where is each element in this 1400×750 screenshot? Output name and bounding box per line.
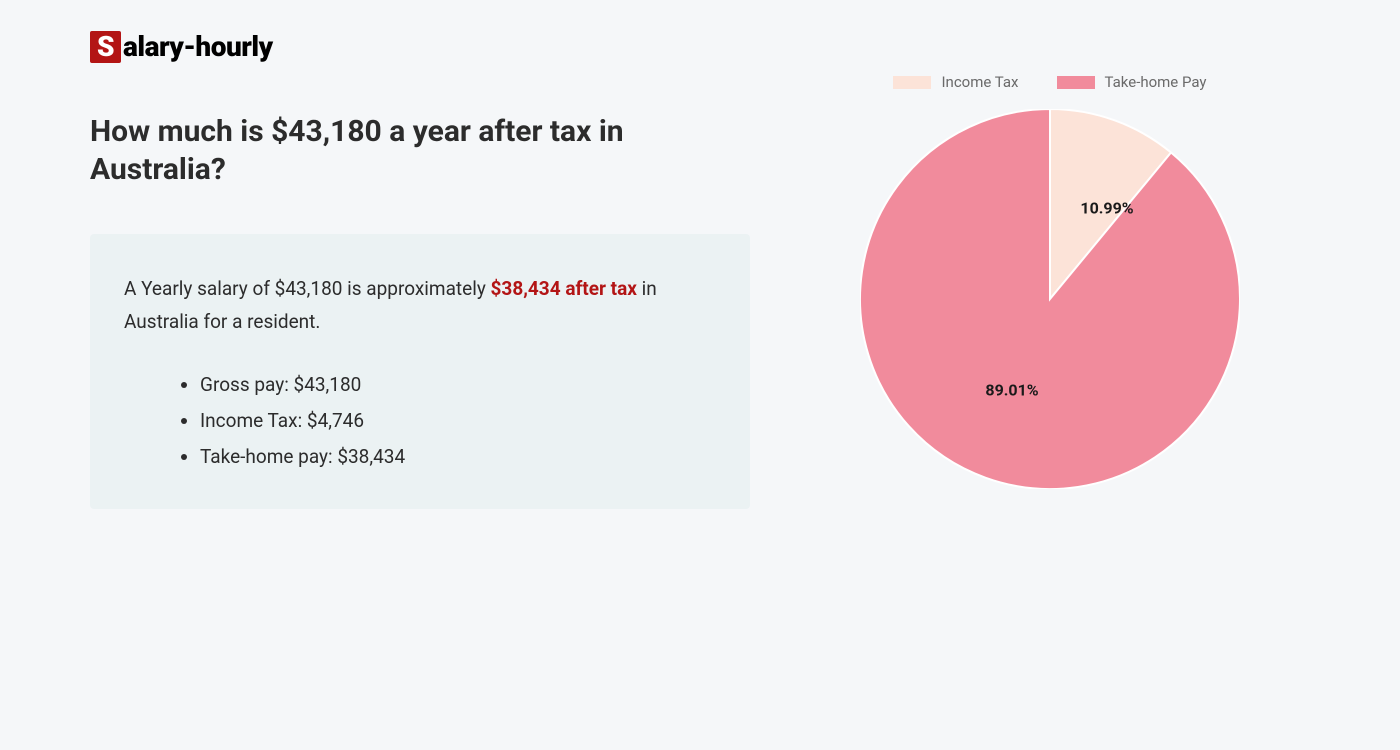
slice-label-take-home: 89.01%	[985, 381, 1038, 400]
summary-pre: A Yearly salary of $43,180 is approximat…	[124, 277, 491, 300]
legend-label: Income Tax	[941, 73, 1018, 91]
list-item: Income Tax: $4,746	[200, 403, 722, 439]
legend-item-take-home: Take-home Pay	[1057, 73, 1207, 91]
logo-badge: S	[90, 31, 121, 63]
legend-item-income-tax: Income Tax	[893, 73, 1018, 91]
pie-chart: 10.99% 89.01%	[860, 109, 1240, 489]
list-item: Gross pay: $43,180	[200, 367, 722, 403]
left-column: How much is $43,180 a year after tax in …	[90, 113, 750, 509]
figures-list: Gross pay: $43,180 Income Tax: $4,746 Ta…	[124, 367, 722, 475]
page-heading: How much is $43,180 a year after tax in …	[90, 113, 750, 188]
legend-label: Take-home Pay	[1105, 73, 1207, 91]
summary-highlight: $38,434 after tax	[491, 277, 637, 300]
summary-panel: A Yearly salary of $43,180 is approximat…	[90, 234, 750, 509]
chart-legend: Income Tax Take-home Pay	[830, 73, 1270, 91]
chart-column: Income Tax Take-home Pay 10.99% 89.01%	[830, 73, 1270, 489]
list-item: Take-home pay: $38,434	[200, 439, 722, 475]
logo-text: alary-hourly	[123, 30, 273, 63]
slice-label-income-tax: 10.99%	[1080, 198, 1133, 217]
summary-text: A Yearly salary of $43,180 is approximat…	[124, 272, 722, 339]
content-row: How much is $43,180 a year after tax in …	[90, 113, 1310, 509]
pie-svg	[860, 109, 1240, 489]
legend-swatch	[893, 76, 931, 89]
page-root: Salary-hourly How much is $43,180 a year…	[0, 0, 1400, 750]
brand-logo: Salary-hourly	[90, 30, 273, 63]
legend-swatch	[1057, 76, 1095, 89]
